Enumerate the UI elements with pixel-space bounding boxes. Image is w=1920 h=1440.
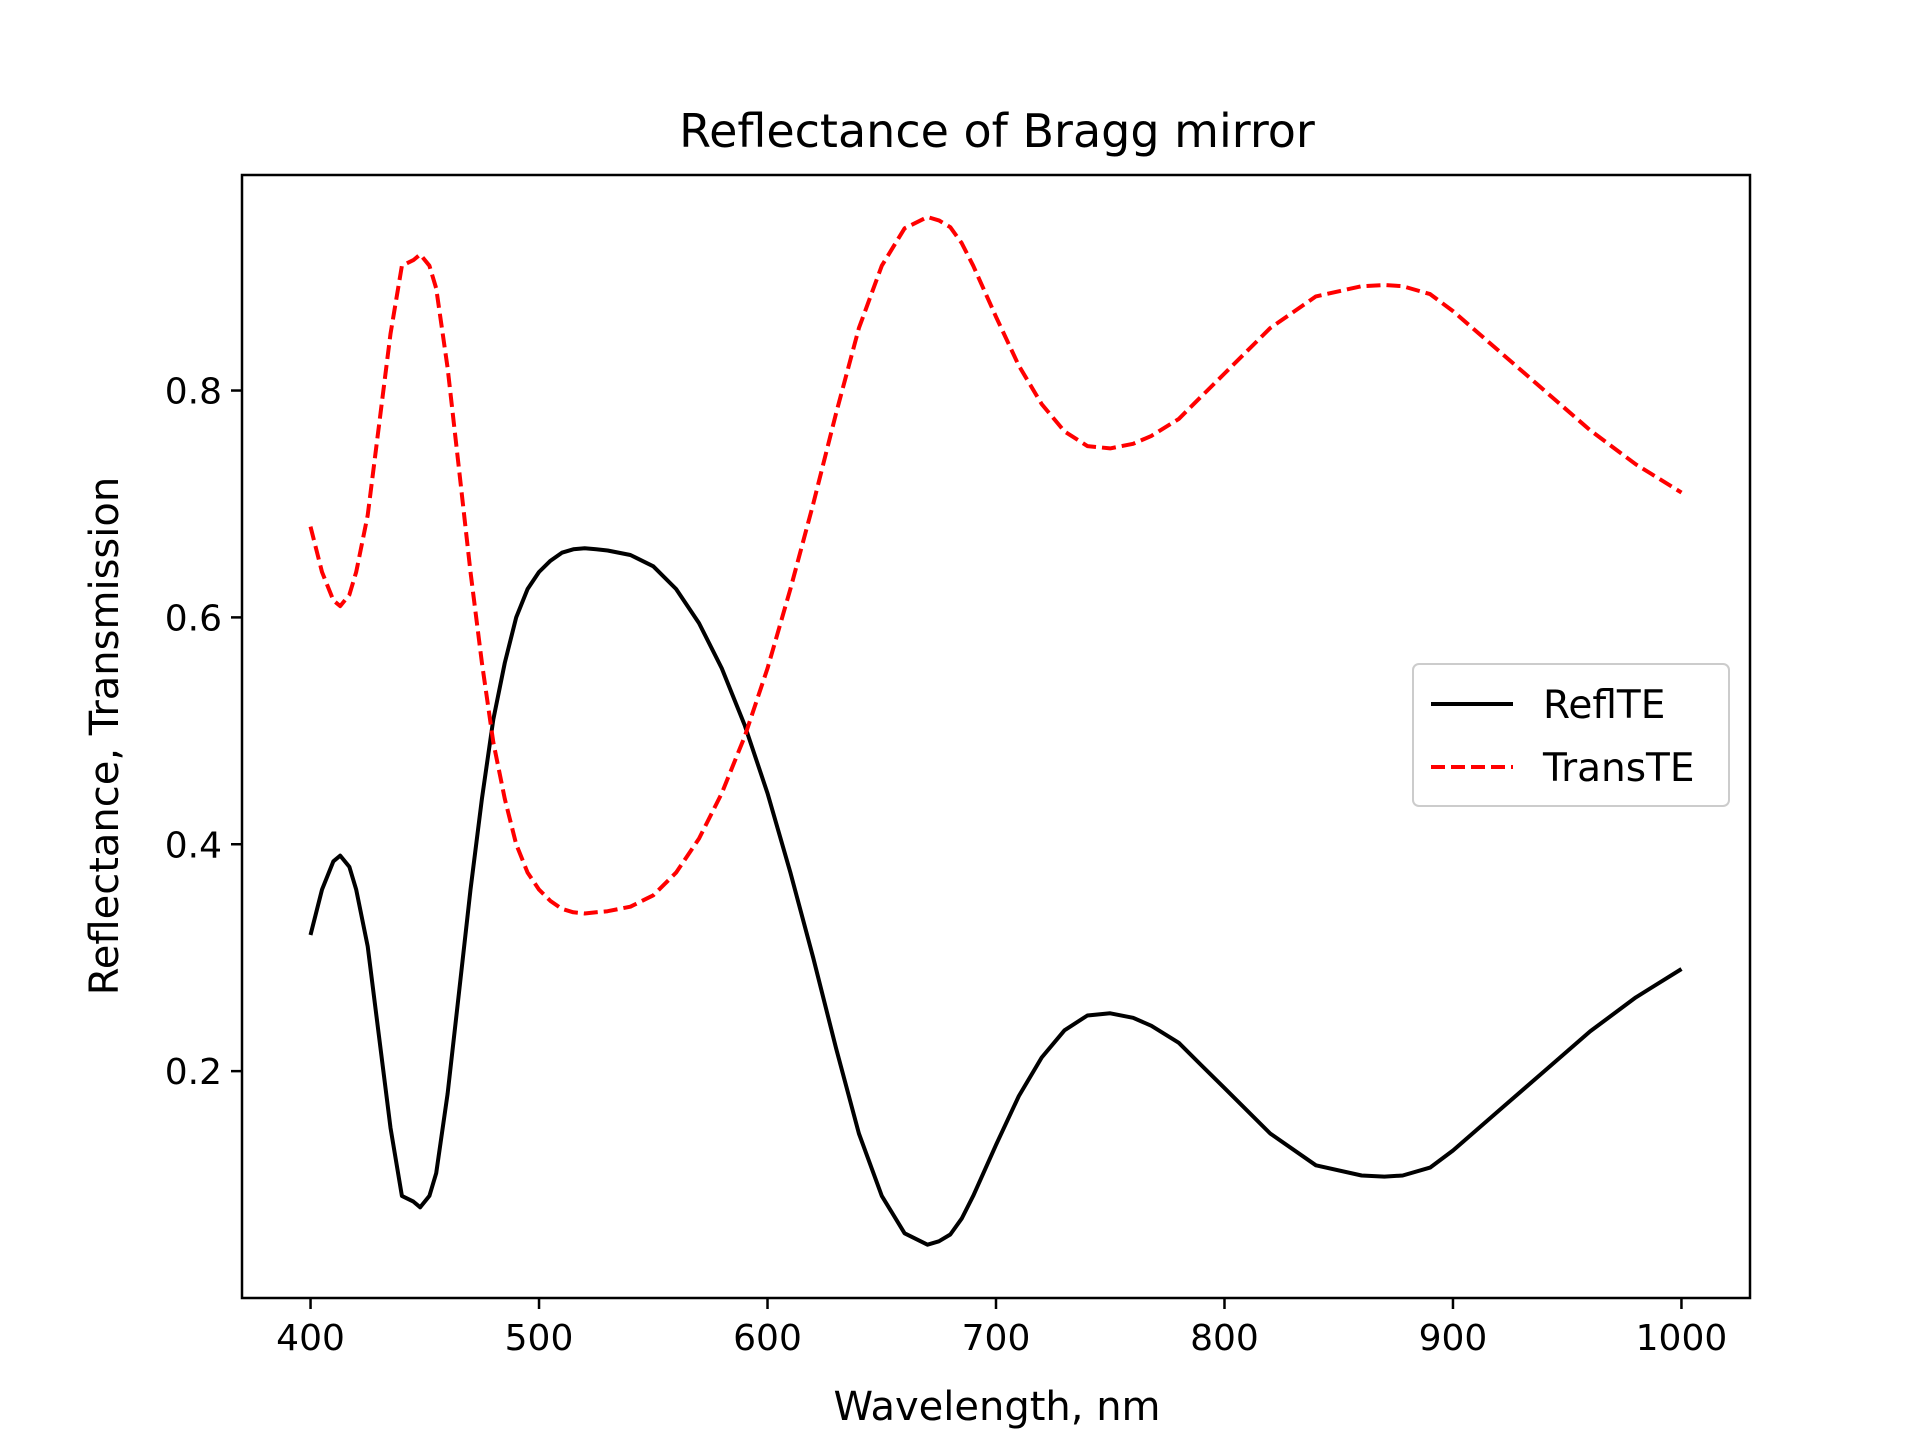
series-line-reflte (308, 546, 1683, 1247)
x-tick-label: 900 (1419, 1318, 1488, 1359)
x-axis-title: Wavelength, nm (833, 1384, 1160, 1430)
series-lines (308, 215, 1683, 1247)
legend: ReflTE TransTE (1412, 663, 1730, 807)
legend-label-reflte: ReflTE (1543, 683, 1665, 728)
x-tick-label: 600 (733, 1318, 802, 1359)
y-tick-label: 0.8 (165, 372, 222, 413)
y-axis: 0.2 0.4 0.6 0.8 (165, 372, 242, 1093)
chart-title: Reflectance of Bragg mirror (679, 104, 1315, 158)
x-tick-label: 700 (962, 1318, 1031, 1359)
y-tick-label: 0.4 (165, 825, 222, 866)
y-tick-label: 0.2 (165, 1052, 222, 1093)
x-tick-label: 1000 (1636, 1318, 1728, 1359)
x-axis: 400 500 600 700 800 900 1000 (276, 1298, 1727, 1359)
y-tick-label: 0.6 (165, 598, 222, 639)
x-tick-label: 400 (276, 1318, 345, 1359)
x-tick-label: 800 (1190, 1318, 1259, 1359)
x-tick-label: 500 (505, 1318, 574, 1359)
legend-box (1412, 663, 1730, 807)
legend-label-transte: TransTE (1542, 746, 1695, 791)
series-line-transte (308, 215, 1683, 916)
y-axis-title: Reflectance, Transmission (82, 477, 128, 995)
